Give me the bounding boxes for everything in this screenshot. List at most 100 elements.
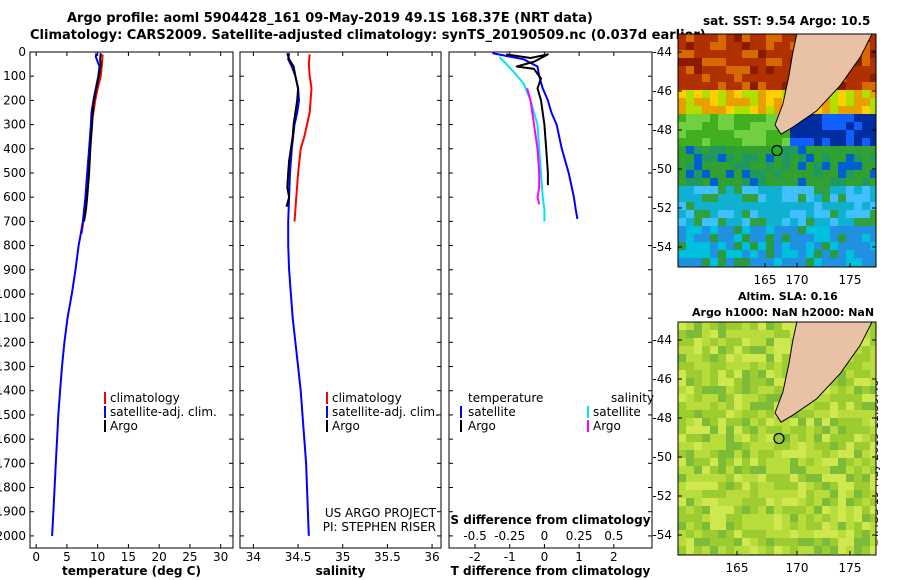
depth-tick-label: 2000 — [0, 529, 26, 543]
map-cell — [870, 146, 876, 154]
map-cell — [710, 538, 718, 546]
map-cell — [814, 402, 822, 410]
map-cell — [846, 90, 854, 98]
map-cell — [838, 506, 846, 514]
map-cell — [846, 258, 854, 266]
map-cell — [830, 218, 838, 226]
map-cell — [798, 442, 806, 450]
map-cell — [726, 218, 734, 226]
map-cell — [718, 546, 726, 554]
map-cell — [678, 474, 686, 482]
depth-tick-label: 1200 — [0, 335, 26, 349]
map-cell — [766, 106, 774, 114]
map-cell — [766, 114, 774, 122]
map-cell — [694, 250, 702, 258]
map-cell — [846, 234, 854, 242]
map-cell — [846, 202, 854, 210]
map-cell — [830, 458, 838, 466]
map-cell — [790, 258, 798, 266]
map-cell — [734, 98, 742, 106]
map-cell — [870, 386, 876, 394]
map-cell — [806, 154, 814, 162]
map-cell — [782, 234, 790, 242]
map-cell — [710, 458, 718, 466]
map-cell — [814, 130, 822, 138]
map-cell — [710, 34, 718, 42]
map-cell — [758, 514, 766, 522]
map-cell — [766, 90, 774, 98]
map-cell — [702, 482, 710, 490]
map-cell — [702, 146, 710, 154]
map-cell — [846, 114, 854, 122]
map-cell — [862, 98, 870, 106]
map-cell — [686, 522, 694, 530]
map-cell — [830, 402, 838, 410]
legend-label: Argo — [332, 419, 360, 433]
map-cell — [838, 546, 846, 554]
map-cell — [798, 546, 806, 554]
map-cell — [854, 402, 862, 410]
map-cell — [862, 530, 870, 538]
map-cell — [822, 130, 830, 138]
map-cell — [734, 418, 742, 426]
map-cell — [782, 466, 790, 474]
map-cell — [798, 474, 806, 482]
map-cell — [838, 474, 846, 482]
map-cell — [830, 234, 838, 242]
map-cell — [798, 530, 806, 538]
map-cell — [806, 138, 814, 146]
map-cell — [750, 490, 758, 498]
map-cell — [854, 490, 862, 498]
map-cell — [862, 210, 870, 218]
lat-tick-label: -48 — [652, 123, 672, 137]
lat-tick-label: -54 — [652, 240, 672, 254]
map-cell — [718, 210, 726, 218]
legend-label: satellite — [468, 405, 516, 419]
map-cell — [742, 114, 750, 122]
map-cell — [782, 330, 790, 338]
lon-tick-label: 170 — [786, 561, 809, 575]
map-cell — [718, 122, 726, 130]
map-cell — [822, 418, 830, 426]
map-cell — [790, 242, 798, 250]
map-cell — [774, 226, 782, 234]
map-cell — [694, 242, 702, 250]
map-cell — [814, 538, 822, 546]
map-cell — [838, 530, 846, 538]
map-cell — [862, 434, 870, 442]
map-cell — [702, 418, 710, 426]
map-cell — [806, 506, 814, 514]
map-cell — [694, 114, 702, 122]
map-cell — [742, 458, 750, 466]
map-cell — [870, 258, 876, 266]
map-cell — [838, 426, 846, 434]
map-cell — [702, 466, 710, 474]
map-cell — [854, 378, 862, 386]
title-line-1: Argo profile: aoml 5904428_161 09-May-20… — [67, 11, 593, 26]
map-cell — [838, 186, 846, 194]
map-cell — [862, 170, 870, 178]
map-cell — [678, 466, 686, 474]
map-cell — [862, 178, 870, 186]
map-cell — [766, 226, 774, 234]
map-cell — [702, 450, 710, 458]
map-cell — [870, 58, 876, 66]
map-cell — [798, 506, 806, 514]
map-cell — [862, 442, 870, 450]
map-cell — [734, 410, 742, 418]
map-cell — [678, 386, 686, 394]
map-cell — [726, 226, 734, 234]
map-cell — [830, 418, 838, 426]
map-cell — [798, 154, 806, 162]
map-cell — [846, 410, 854, 418]
map-cell — [678, 370, 686, 378]
argo-float-marker — [773, 432, 785, 445]
map-cell — [686, 330, 694, 338]
map-cell — [838, 418, 846, 426]
map-cell — [854, 90, 862, 98]
map-cell — [718, 418, 726, 426]
map-cell — [862, 410, 870, 418]
map-cell — [726, 90, 734, 98]
map-cell — [678, 194, 686, 202]
map-cell — [830, 546, 838, 554]
